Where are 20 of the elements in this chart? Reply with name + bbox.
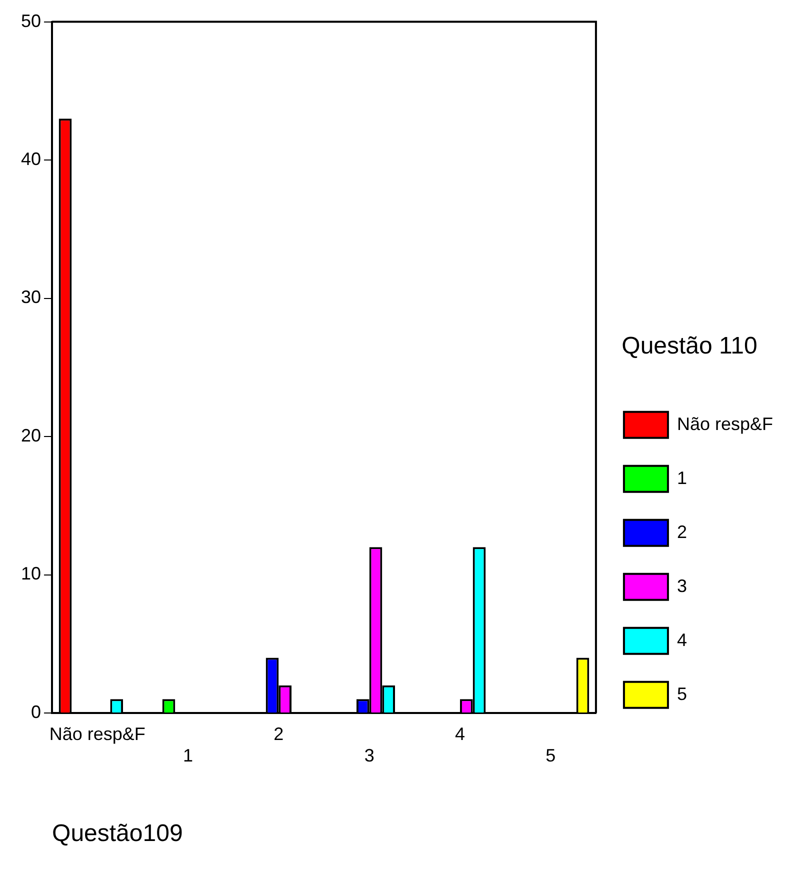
- y-tick-label: 30: [20, 287, 42, 308]
- x-tick-label: 3: [364, 745, 374, 766]
- y-tick-label: 0: [31, 702, 42, 722]
- x-tick-label: 2: [274, 724, 284, 744]
- legend-label: 4: [676, 630, 687, 650]
- x-tick-label: Não resp&F: [49, 724, 146, 744]
- legend-label: 5: [676, 684, 687, 704]
- x-tick-label: 5: [546, 745, 556, 766]
- y-tick-label: 40: [20, 149, 42, 170]
- legend-title: Questão 110: [622, 332, 758, 360]
- legend-label: 2: [676, 522, 687, 542]
- legend-label: 1: [676, 468, 687, 488]
- y-tick-label: 20: [20, 425, 42, 446]
- legend-label: 3: [676, 576, 687, 596]
- y-tick-label: 50: [20, 10, 42, 31]
- x-tick-label: 1: [183, 745, 194, 766]
- x-tick-label: 4: [454, 724, 465, 744]
- y-tick-label: 10: [20, 564, 42, 584]
- x-axis-title: Questão109: [52, 820, 183, 848]
- legend-label: Não resp&F: [676, 414, 774, 434]
